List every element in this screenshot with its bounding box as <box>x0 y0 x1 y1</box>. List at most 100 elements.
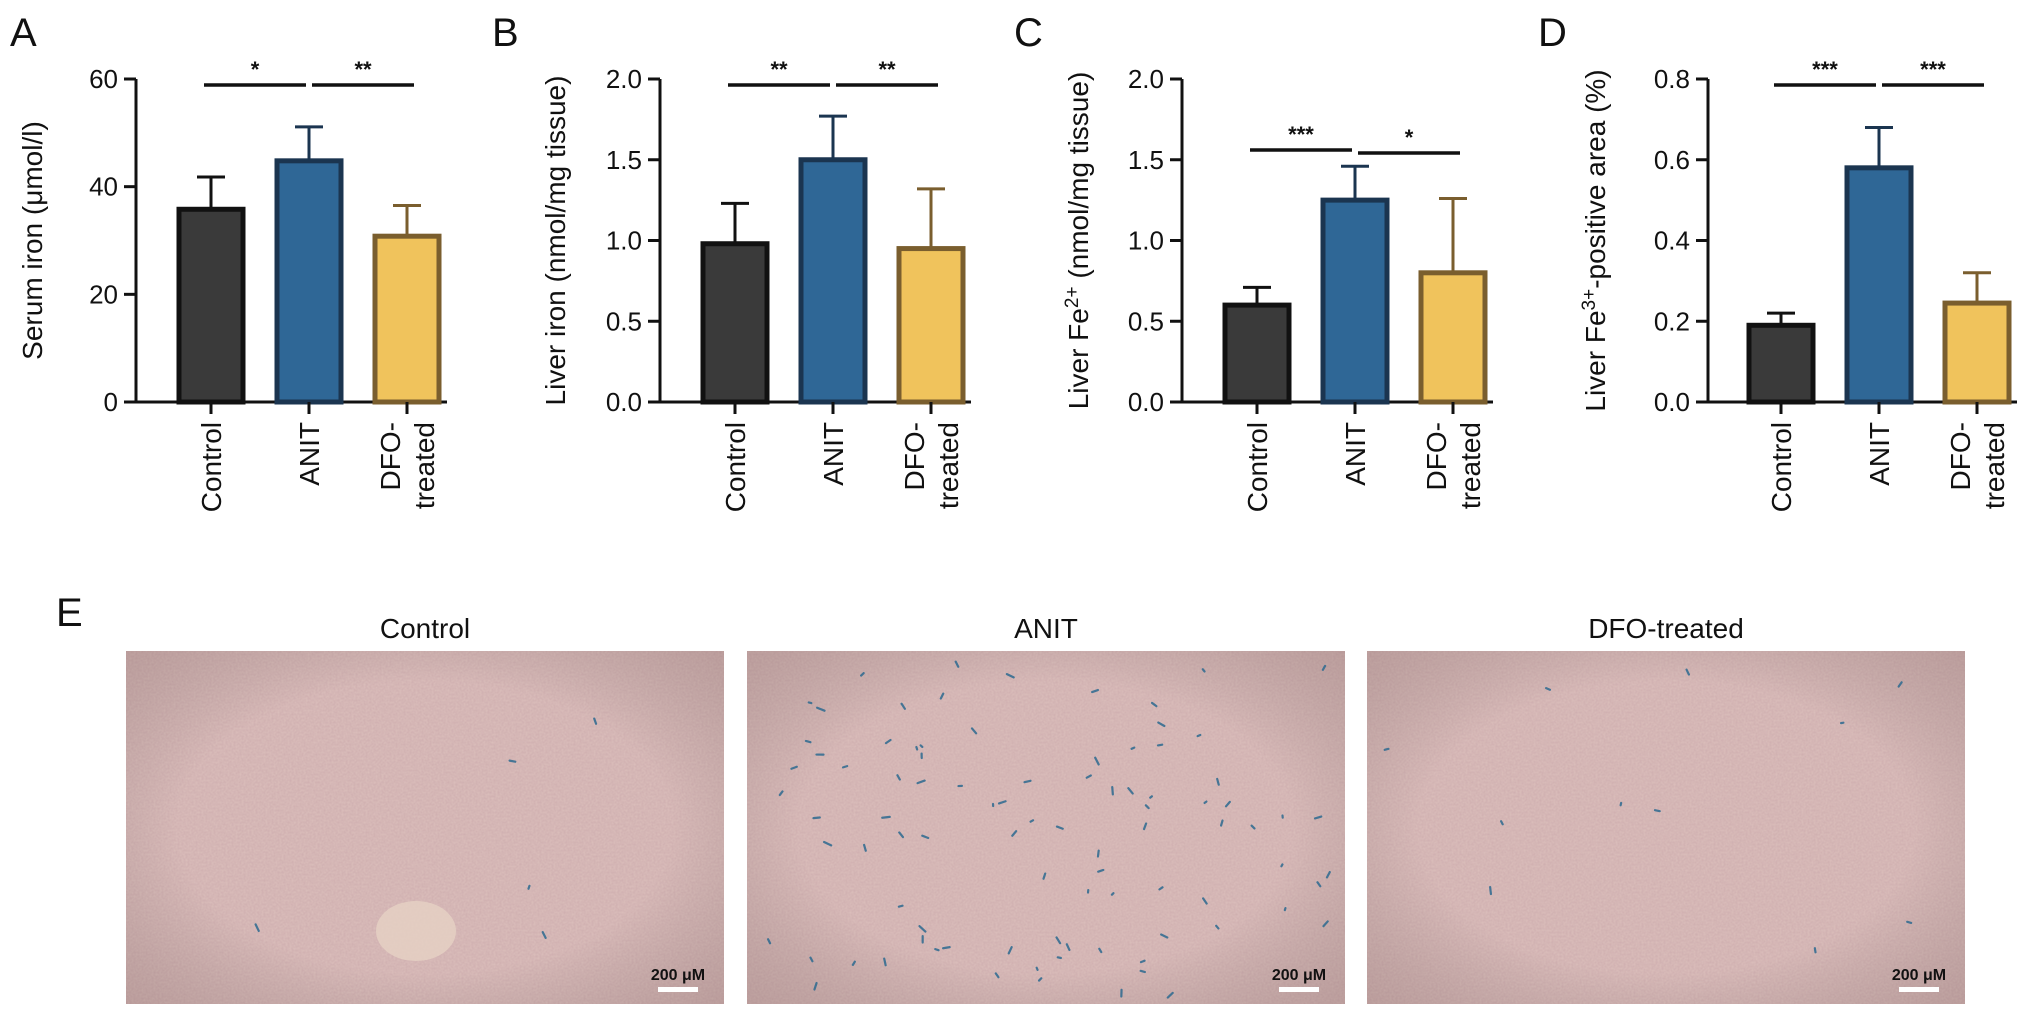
iron-stain-speck <box>841 765 849 769</box>
iron-stain-speck <box>809 956 814 963</box>
iron-stain-speck <box>1023 779 1032 784</box>
iron-stain-speck <box>766 938 772 945</box>
iron-stain-speck <box>1055 825 1064 830</box>
iron-stain-speck <box>934 948 940 952</box>
significance-label: *** <box>1812 57 1838 82</box>
x-tick-label: ANIT <box>1340 422 1371 486</box>
iron-stain-speck <box>860 672 865 677</box>
y-tick-label: 0.6 <box>1654 145 1690 175</box>
iron-stain-speck <box>1224 800 1231 808</box>
iron-stain-speck <box>1321 664 1327 671</box>
iron-stain-speck <box>1096 849 1100 858</box>
micrograph-dfo-treated: DFO-treated 200 μM <box>1367 613 1965 1004</box>
significance-label: *** <box>1920 57 1946 82</box>
iron-stain-speck <box>1897 681 1903 688</box>
iron-stain-speck <box>883 957 887 967</box>
iron-stain-speck <box>851 960 856 966</box>
bar <box>700 241 770 405</box>
micrograph-control: Control 200 μM <box>126 613 724 1004</box>
bar <box>798 157 868 405</box>
significance-label: * <box>251 57 260 82</box>
iron-stain-speck <box>994 972 1000 979</box>
iron-stain-speck <box>1313 815 1323 820</box>
y-tick-label: 0.0 <box>1654 387 1690 417</box>
iron-stain-speck <box>1098 947 1103 954</box>
iron-stain-speck <box>593 717 598 725</box>
iron-stain-speck <box>1166 991 1174 999</box>
iron-stain-speck <box>1055 936 1062 945</box>
y-axis-title: Liver Fe3+-positive area (%) <box>1579 69 1612 411</box>
iron-stain-speck <box>1111 786 1114 796</box>
y-tick-label: 1.0 <box>1128 226 1164 256</box>
iron-stain-speck <box>1283 906 1287 912</box>
iron-stain-speck <box>919 744 924 749</box>
iron-stain-speck <box>1065 943 1071 952</box>
y-tick-label: 0.5 <box>1128 306 1164 336</box>
y-axis-title: Liver Fe2+ (nmol/mg tissue) <box>1062 72 1095 410</box>
scale-bar-label: 200 μM <box>1272 967 1326 984</box>
micrograph-title: DFO-treated <box>1588 613 1744 644</box>
x-tick-label: Control <box>1242 422 1273 512</box>
iron-stain-speck <box>541 931 547 939</box>
scale-bar <box>1279 987 1319 992</box>
panel-letter: D <box>1538 11 1567 55</box>
iron-stain-speck <box>1906 920 1913 924</box>
iron-stain-speck <box>508 759 517 763</box>
x-tick-label: Control <box>720 422 751 512</box>
panel-letter: A <box>10 11 37 55</box>
iron-stain-speck <box>970 727 978 735</box>
iron-stain-speck <box>1383 747 1390 751</box>
iron-stain-speck <box>1813 947 1817 954</box>
iron-stain-speck <box>1196 733 1202 738</box>
iron-stain-speck <box>1216 777 1220 786</box>
iron-stain-speck <box>1091 688 1100 694</box>
iron-stain-speck <box>1094 756 1100 766</box>
significance-label: * <box>1405 125 1414 150</box>
iron-stain-speck <box>897 904 904 908</box>
y-tick-label: 60 <box>89 64 118 94</box>
iron-stain-speck <box>1005 673 1015 679</box>
iron-stain-speck <box>1201 668 1206 673</box>
iron-stain-speck <box>1139 969 1147 974</box>
iron-stain-speck <box>941 946 951 950</box>
iron-stain-speck <box>1037 977 1043 982</box>
x-tick-label: DFO-treated <box>1421 422 1486 509</box>
image-vignette <box>747 651 1345 1004</box>
scale-bar <box>658 987 698 992</box>
iron-stain-speck <box>1110 892 1115 896</box>
y-axis-title: Liver iron (nmol/mg tissue) <box>540 76 571 406</box>
micrograph-anit: ANIT 200 μM <box>747 613 1345 1004</box>
y-tick-label: 0 <box>104 387 118 417</box>
bar <box>1418 270 1488 405</box>
y-tick-label: 0.8 <box>1654 64 1690 94</box>
chart-panel-c: C Liver Fe2+ (nmol/mg tissue) 0.0 0.5 1.0 1.5… <box>1014 11 1493 512</box>
iron-stain-speck <box>1035 966 1039 971</box>
y-tick-label: 20 <box>89 279 118 309</box>
iron-stain-speck <box>918 925 927 933</box>
iron-stain-speck <box>1156 743 1164 747</box>
significance-label: ** <box>770 57 788 82</box>
iron-stain-speck <box>1653 809 1661 813</box>
iron-stain-speck <box>1215 924 1220 930</box>
panel-letter: E <box>56 591 83 635</box>
iron-stain-speck <box>1157 721 1166 728</box>
iron-stain-speck <box>816 706 826 712</box>
iron-stain-speck <box>1202 897 1208 905</box>
y-tick-label: 40 <box>89 172 118 202</box>
chart-panel-d: D Liver Fe3+-positive area (%) 0.0 0.2 0.4 0.… <box>1538 11 2017 512</box>
micrograph-title: ANIT <box>1014 613 1078 644</box>
micrograph-title: Control <box>380 613 470 644</box>
iron-stain-speck <box>527 884 531 890</box>
iron-stain-speck <box>1149 795 1153 799</box>
iron-stain-speck <box>881 815 891 819</box>
iron-stain-speck <box>778 790 784 797</box>
image-vignette <box>1367 651 1965 1004</box>
iron-stain-speck <box>1489 885 1493 896</box>
micrograph-panel: E Control 200 μM ANIT 200 μM DFO-treated 200 μ… <box>56 591 1965 1004</box>
iron-stain-speck <box>1085 774 1092 779</box>
iron-stain-speck <box>1499 820 1504 826</box>
iron-stain-speck <box>1322 920 1329 928</box>
bar <box>176 206 246 405</box>
y-tick-label: 0.5 <box>606 306 642 336</box>
